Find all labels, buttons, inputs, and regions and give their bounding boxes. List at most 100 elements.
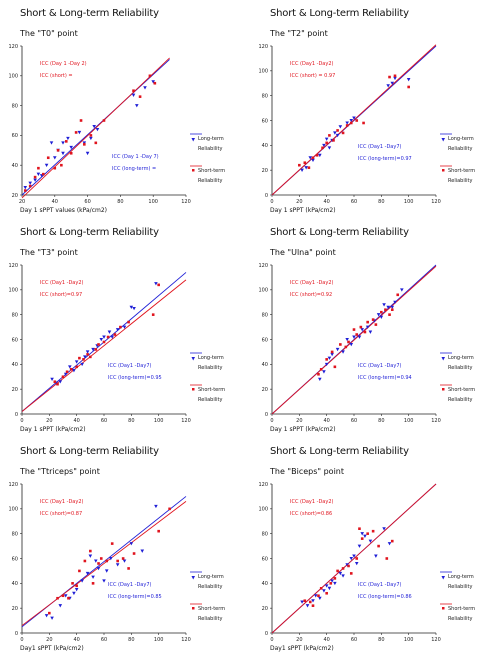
long-term-point [33,178,37,182]
short-term-point [127,567,130,570]
y-tick-label: 120 [8,482,18,488]
long-term-point [374,554,378,558]
short-term-point [132,552,136,555]
icc-long-label: ICC (Day 1 -Day 7) [112,154,159,160]
long-term-point [77,130,82,135]
long-term-point [305,604,310,608]
legend-long-label-2: Reliability [198,584,222,590]
y-tick-label: 0 [15,631,18,637]
short-term-point [86,353,89,356]
long-term-point [360,328,364,332]
long-term-point [330,579,334,583]
y-tick-label: 40 [12,163,18,169]
long-term-point [387,542,392,546]
long-term-point [322,589,326,593]
short-term-point [56,596,59,600]
chart-title: Short & Long-term Reliability [20,8,159,19]
long-term-point [129,542,134,546]
long-term-point [324,362,329,367]
short-term-point [53,380,57,384]
y-tick-label: 40 [12,581,18,587]
x-tick-label: 100 [404,418,414,424]
short-term-point [89,134,93,137]
icc-short-label: ICC (Day1 -Day2) [290,499,333,505]
x-tick-label: 40 [73,418,79,424]
long-term-point [132,306,136,311]
long-term-point [44,614,49,618]
chart-panel-4: Short & Long-term Reliability The "Ttrice… [0,438,250,657]
short-term-point [366,320,369,324]
icc-short-value: ICC (short) = [40,73,73,79]
long-term-point [66,136,70,141]
chart-title: Short & Long-term Reliability [270,446,409,457]
short-term-point [61,594,65,598]
icc-long-value: ICC (long-term)=0.86 [358,594,412,600]
long-term-point [80,579,84,583]
long-term-point [50,377,54,382]
short-term-point [151,313,155,316]
y-tick-label: 40 [262,581,268,587]
short-term-point [97,562,100,565]
x-axis-label: Day 1 sPPT (kPa/cm2) [270,207,336,214]
long-term-point [333,131,337,135]
y-tick-label: 100 [258,69,268,75]
short-term-point [97,343,100,346]
long-term-point [95,127,100,132]
chart-panel-1: Short & Long-term Reliability The "T2" po… [250,0,500,219]
long-term-point [91,347,95,352]
long-term-point [327,586,332,591]
long-term-point [406,78,411,82]
legend-short-label-2: Reliability [198,616,222,622]
short-term-point [148,74,152,78]
long-term-point [352,116,356,120]
long-term-point [58,380,63,384]
long-term-point [368,539,373,543]
long-term-point [63,594,68,598]
long-term-point [341,574,345,578]
short-term-point [102,119,106,122]
long-term-point [382,527,386,531]
long-term-point [338,125,343,129]
short-term-point [56,149,60,152]
y-tick-label: 60 [262,556,268,562]
chart-title: Short & Long-term Reliability [20,446,159,457]
short-term-fit-line [21,501,187,626]
long-term-point [74,588,79,592]
legend-long-marker [441,357,445,361]
short-term-point [319,587,323,590]
chart-title: Short & Long-term Reliability [20,227,159,238]
short-term-point [371,318,375,321]
x-tick-label: 40 [323,418,329,424]
long-term-point [349,342,354,347]
short-term-point [105,559,109,563]
legend-long-label: Long-term [448,136,474,142]
long-term-point [53,156,57,160]
short-term-point [360,537,364,540]
short-term-fit-line [21,279,187,412]
x-tick-label: 40 [73,637,79,643]
x-tick-label: 80 [128,418,134,424]
short-term-point [89,355,92,359]
legend-long-marker [191,576,195,580]
y-tick-label: 20 [262,606,268,612]
icc-short-value: ICC (short) = 0.97 [290,73,335,79]
long-term-point [327,356,332,360]
short-term-point [358,527,361,530]
legend-long-label-2: Reliability [448,365,472,371]
legend-long-marker [441,138,445,142]
short-term-point [329,582,333,585]
long-term-point [324,584,329,588]
icc-short-value: ICC (short)=0.92 [290,292,332,298]
short-term-point [28,184,32,188]
long-term-point [115,328,120,332]
short-term-point [153,81,157,85]
short-term-point [307,166,311,169]
legend-short-label-2: Reliability [198,178,222,184]
short-term-point [319,368,323,371]
long-term-point [89,136,93,141]
long-term-point [308,156,313,160]
short-term-point [341,567,345,570]
x-tick-label: 80 [378,199,384,205]
long-term-point [61,141,65,145]
short-term-point [321,146,324,150]
